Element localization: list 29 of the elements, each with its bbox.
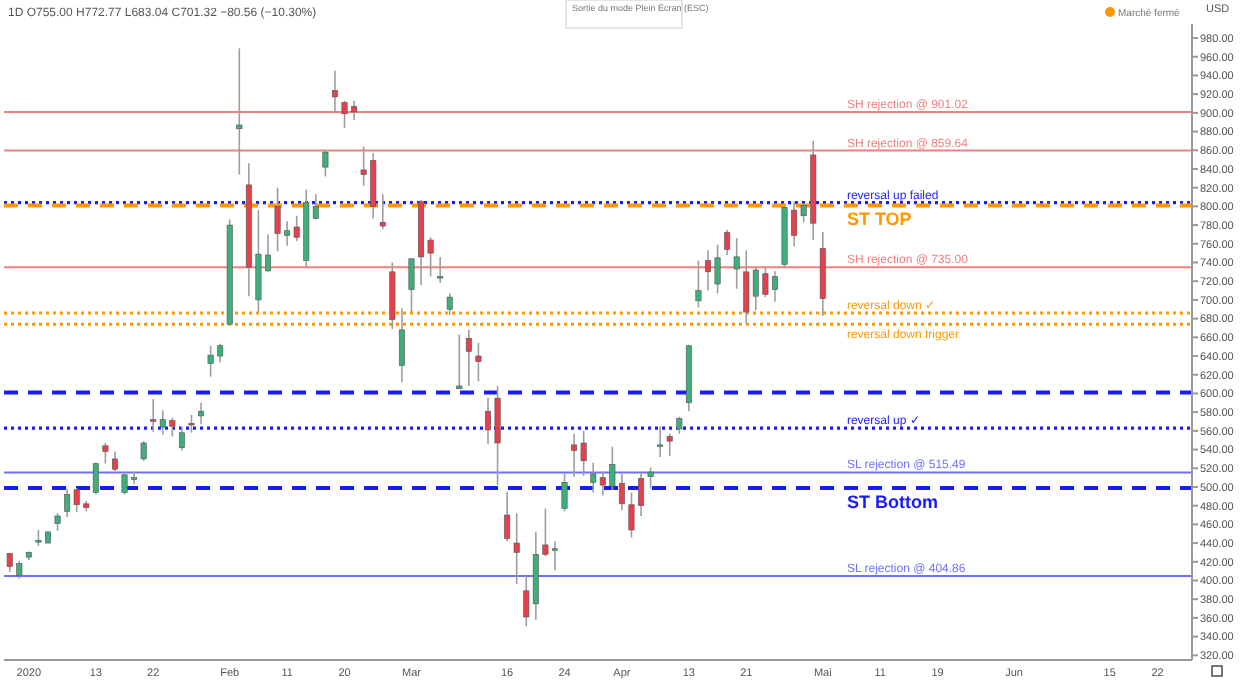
candlestick: [561, 473, 568, 513]
candlestick: [331, 69, 338, 113]
candlestick: [437, 256, 444, 284]
candlestick: [465, 329, 472, 387]
candlestick: [657, 425, 664, 458]
candlestick: [92, 461, 99, 496]
candlestick: [102, 442, 109, 465]
ref-line-label: ST Bottom: [846, 491, 938, 512]
candlestick: [111, 450, 118, 472]
candlestick: [389, 261, 396, 330]
candlestick: [724, 228, 731, 256]
candlestick: [236, 47, 243, 176]
candlestick: [513, 512, 520, 586]
candlestick: [475, 342, 482, 383]
candlestick: [408, 257, 415, 313]
ref-line-label: ST TOP: [846, 209, 912, 230]
candlestick: [695, 259, 702, 309]
candlestick: [398, 307, 405, 384]
candlestick: [198, 401, 205, 426]
candlestick: [178, 426, 185, 452]
candlestick: [647, 466, 654, 490]
candlestick: [140, 440, 147, 462]
candlestick: [733, 237, 740, 290]
candlestick: [456, 333, 463, 390]
candlestick: [504, 490, 511, 543]
candlestick: [446, 292, 453, 316]
candlestick: [666, 432, 673, 457]
candlestick: [322, 149, 329, 178]
candlestick: [379, 193, 386, 230]
